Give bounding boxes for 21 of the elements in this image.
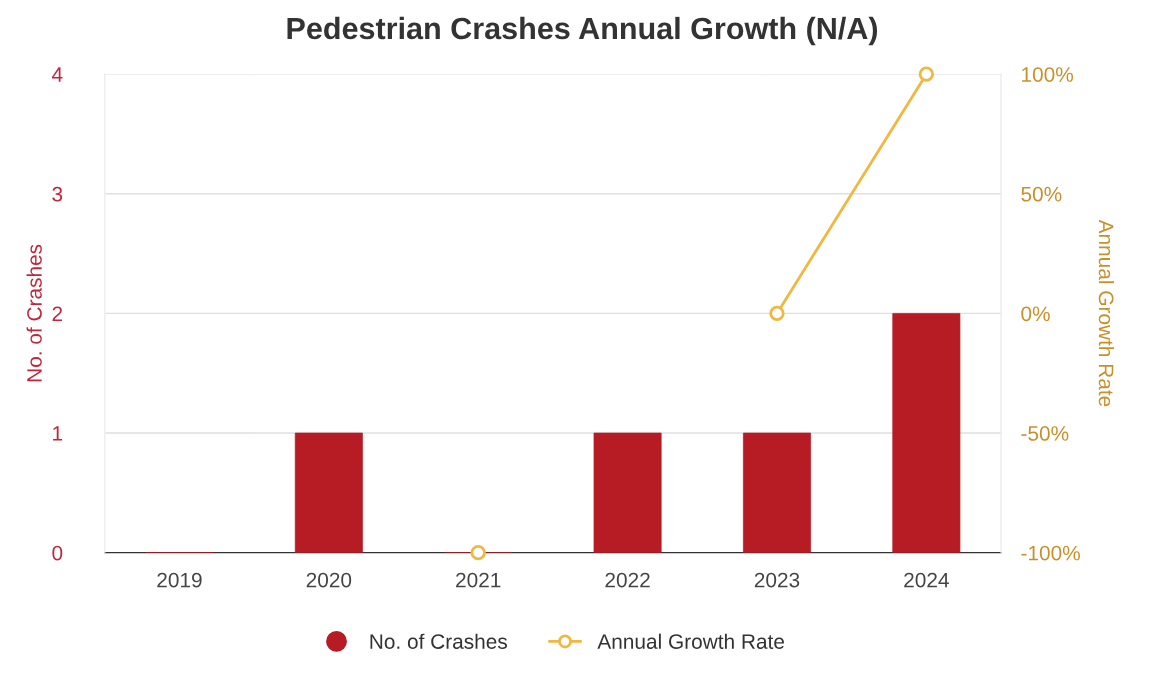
y-tick-label: 1 <box>53 426 63 441</box>
legend-label: No. of Crashes <box>370 633 507 649</box>
y2-tick-label: 50% <box>1021 186 1062 202</box>
y2-tick-label: 0% <box>1021 306 1050 322</box>
x-tick-label: 2024 <box>904 572 949 588</box>
chart-title: Pedestrian Crashes Annual Growth (N/A) <box>287 16 878 46</box>
x-tick-label: 2021 <box>456 572 501 588</box>
y-tick-label: 2 <box>52 306 63 321</box>
y2-axis-title: Annual Growth Rate <box>1098 219 1115 407</box>
y-tick-label: 0 <box>52 545 63 561</box>
y-axis-title: No. of Crashes <box>26 244 42 382</box>
y-tick-label: 3 <box>52 186 63 202</box>
x-tick-label: 2022 <box>605 572 650 588</box>
y2-tick-label: -50% <box>1021 426 1069 441</box>
y-tick-label: 4 <box>51 67 63 82</box>
legend-label: Annual Growth Rate <box>597 633 784 649</box>
x-tick-label: 2023 <box>754 572 800 588</box>
y2-tick-label: -100% <box>1021 545 1080 561</box>
x-tick-label: 2019 <box>157 572 202 588</box>
y2-tick-label: 100% <box>1022 67 1074 82</box>
x-tick-label: 2020 <box>306 572 352 588</box>
